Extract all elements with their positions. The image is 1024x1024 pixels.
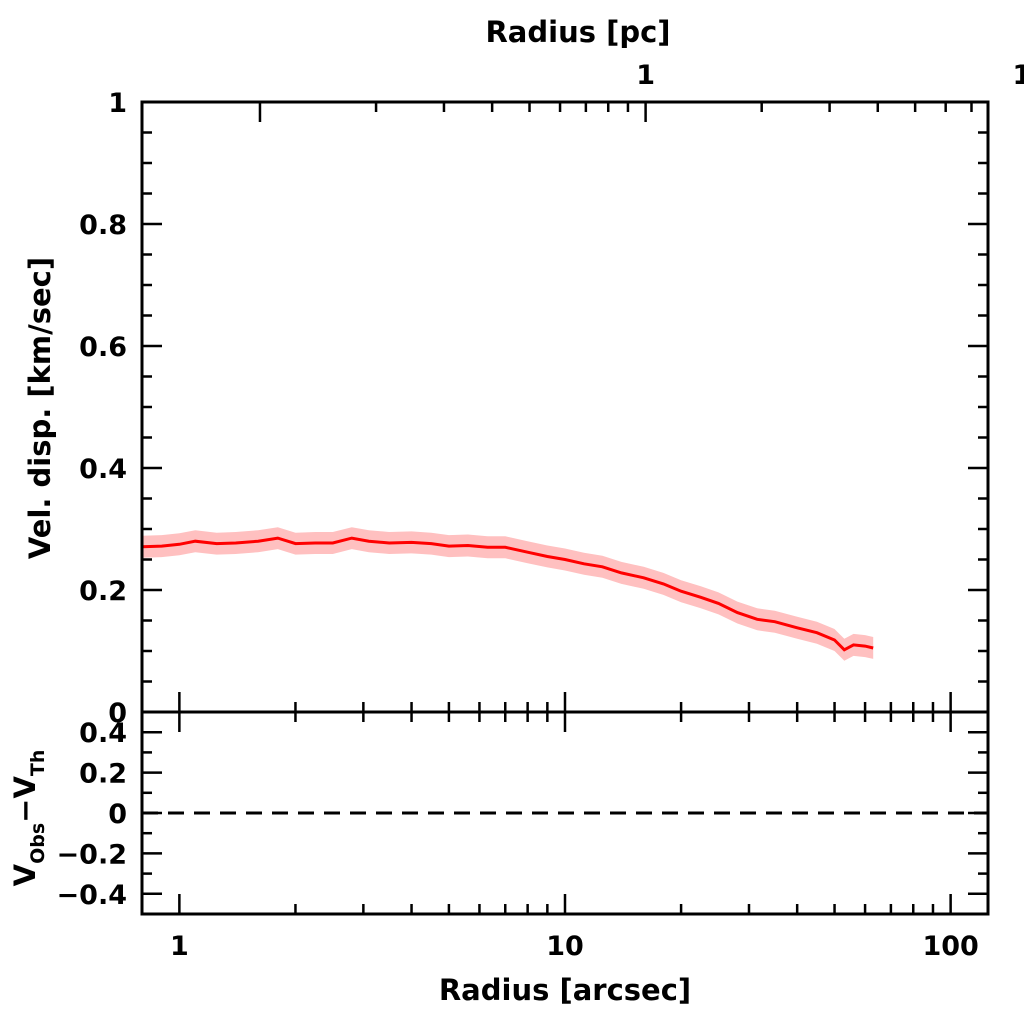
y-tick-label: 0.4 <box>79 454 127 485</box>
residual-tick-label: 0 <box>108 799 127 830</box>
residual-label-sub-obs: Obs <box>27 823 49 864</box>
residual-tick-label: 0.4 <box>79 718 127 749</box>
y-tick-label: 0 <box>108 698 127 729</box>
bottom-panel: 0.4 0.2 0 −0.2 −0.4 1 10 100 <box>57 710 990 962</box>
y-tick-label: 0.2 <box>79 576 127 607</box>
data-line <box>141 536 874 652</box>
x-tick-label: 1 <box>170 931 189 962</box>
pc-tick-label: 10 <box>1012 60 1024 91</box>
y-tick-label: 0.6 <box>79 332 127 363</box>
residual-tick-label: 0.2 <box>79 759 127 790</box>
residual-tick-label: −0.2 <box>57 839 127 870</box>
y-axis-title: Vel. disp. [km/sec] <box>23 257 57 559</box>
top-panel-frame <box>140 100 990 714</box>
bottom-panel-frame <box>140 710 990 916</box>
bottom-x-axis-title: Radius [arcsec] <box>439 973 691 1007</box>
residual-label-sub-th: Th <box>27 750 49 777</box>
y-tick-label: 1 <box>108 88 127 119</box>
residual-label-v: V <box>8 863 42 886</box>
x-tick-label: 100 <box>922 931 978 962</box>
top-panel-tick-labels: 0 0.2 0.4 0.6 0.8 1 1 10 <box>79 60 1024 729</box>
top-panel-ticks <box>142 100 988 714</box>
x-tick-label: 10 <box>546 931 584 962</box>
y-tick-label: 0.8 <box>79 210 127 241</box>
bottom-panel-tick-labels: 0.4 0.2 0 −0.2 −0.4 1 10 100 <box>57 718 979 962</box>
residual-tick-label: −0.4 <box>57 880 127 911</box>
residual-y-axis-title: VObs−VTh <box>8 750 49 887</box>
error-band <box>142 527 874 661</box>
top-panel: 0 0.2 0.4 0.6 0.8 1 1 10 <box>79 60 1024 729</box>
top-x-axis-title: Radius [pc] <box>485 15 670 49</box>
bottom-panel-ticks <box>142 712 988 914</box>
residual-label-minus-v: −V <box>8 776 42 823</box>
pc-tick-label: 1 <box>636 60 655 91</box>
